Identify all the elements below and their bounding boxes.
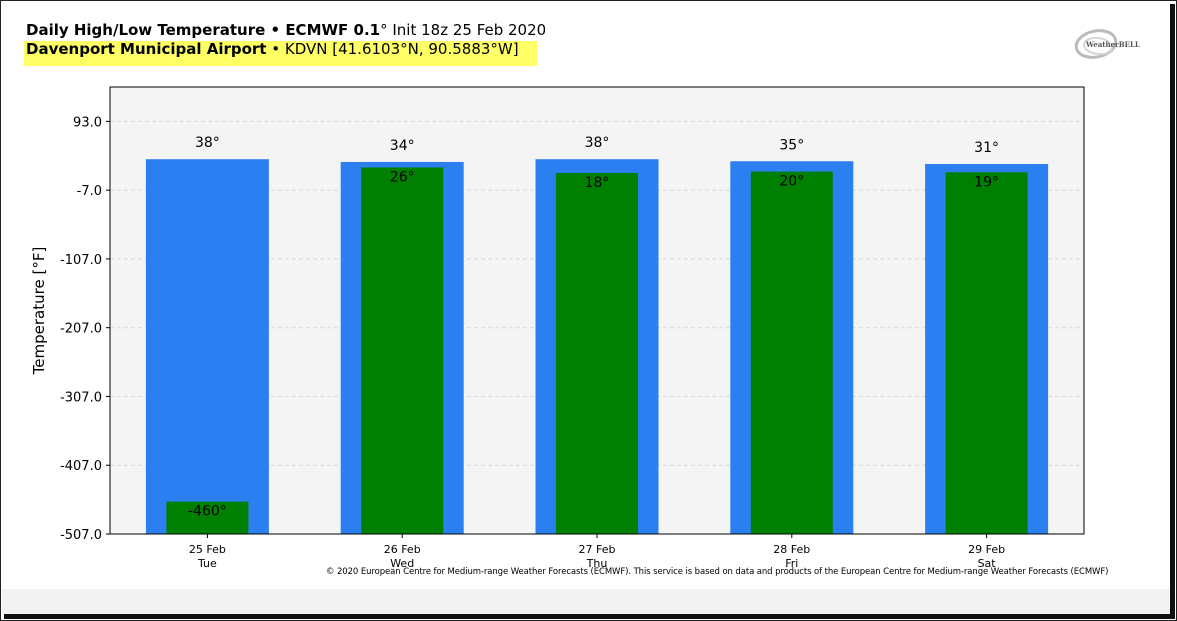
high-label: 38° [195, 135, 220, 151]
low-bar [945, 172, 1028, 534]
low-label: 20° [779, 174, 804, 190]
station-coords: • KDVN [41.6103°N, 90.5883°W] [266, 40, 519, 58]
low-label: 19° [974, 174, 999, 190]
x-tick-date: 29 Feb [968, 543, 1005, 556]
title-block: Daily High/Low Temperature • ECMWF 0.1° … [24, 22, 546, 66]
x-tick-date: 25 Feb [189, 543, 226, 556]
high-label: 35° [779, 137, 804, 153]
weatherbell-logo: WeatherBELL [1074, 26, 1146, 66]
x-tick-date: 26 Feb [384, 543, 421, 556]
x-tick-day: Tue [197, 557, 217, 570]
y-tick-label: -7.0 [77, 184, 102, 199]
y-tick-label: -107.0 [60, 253, 102, 268]
x-tick-date: 27 Feb [579, 543, 616, 556]
y-tick-label: 93.0 [73, 115, 102, 130]
y-tick-label: -507.0 [60, 528, 102, 543]
y-tick-label: -207.0 [60, 322, 102, 337]
logo-text: WeatherBELL [1085, 40, 1140, 49]
station-name: Davenport Municipal Airport [26, 40, 267, 58]
x-tick-day: Sat [978, 557, 997, 570]
low-bar [166, 501, 249, 534]
y-tick-label: -307.0 [60, 390, 102, 405]
x-tick-day: Fri [785, 557, 798, 570]
plot-frame [109, 86, 1085, 535]
low-label: 18° [585, 175, 610, 191]
high-label: 31° [974, 140, 999, 156]
x-tick-date: 28 Feb [773, 543, 810, 556]
y-axis-label: Temperature [°F] [30, 247, 48, 376]
low-label: -460° [188, 504, 227, 520]
chart-title-bold: Daily High/Low Temperature • ECMWF 0.1 [26, 21, 381, 39]
low-bar [361, 167, 444, 534]
low-bar [750, 171, 833, 534]
copyright-notice: © 2020 European Centre for Medium-range … [326, 567, 1109, 577]
low-label: 26° [390, 169, 415, 185]
low-bar [556, 172, 638, 534]
x-tick-day: Thu [586, 557, 608, 570]
high-label: 38° [585, 135, 610, 151]
chart-title-rest: ° Init 18z 25 Feb 2020 [380, 21, 547, 39]
bottom-band [2, 589, 1170, 614]
frame-shadow-right [1170, 4, 1175, 619]
chart-title: Daily High/Low Temperature • ECMWF 0.1° … [26, 22, 546, 39]
y-tick-label: -407.0 [60, 459, 102, 474]
station-line: Davenport Municipal Airport • KDVN [41.6… [24, 41, 537, 66]
frame-shadow-bottom [4, 614, 1175, 619]
high-bar [145, 159, 269, 534]
x-tick-day: Wed [390, 557, 414, 570]
high-label: 34° [390, 138, 415, 154]
